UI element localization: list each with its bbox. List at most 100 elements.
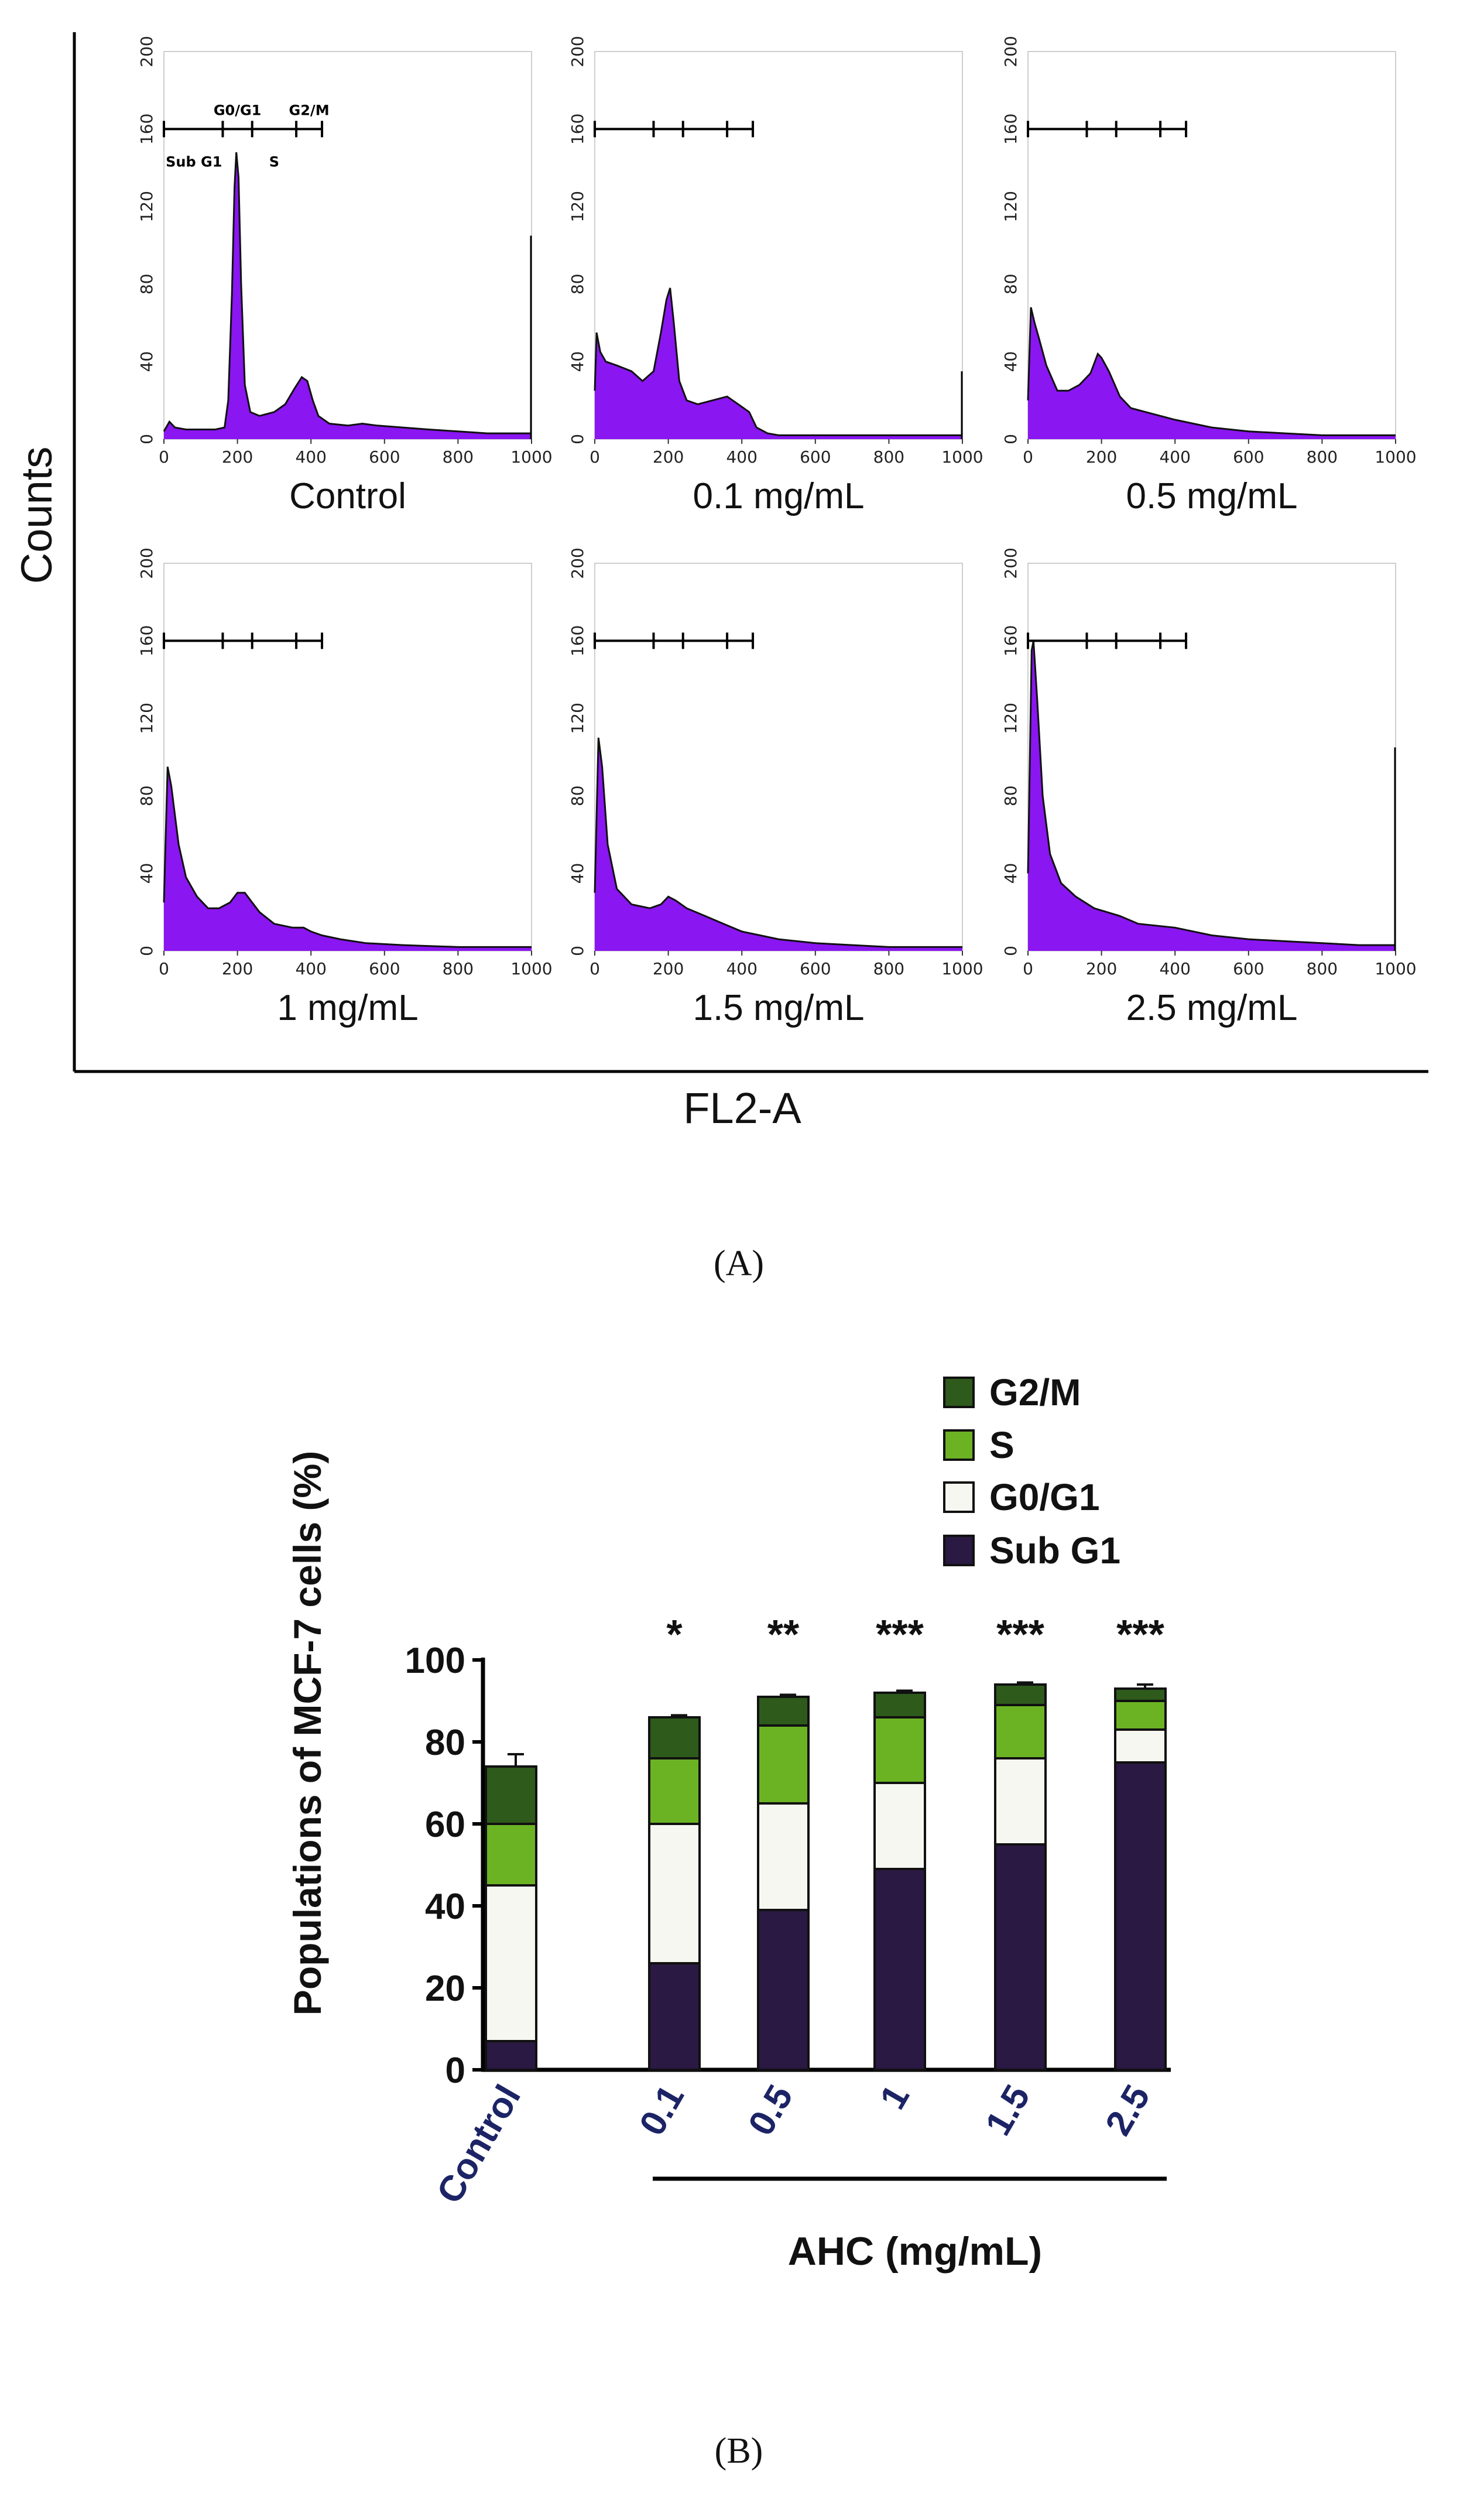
x-tick-label: 0	[590, 447, 600, 467]
y-tick-label: 120	[137, 703, 156, 734]
x-tick-label: 1000	[1375, 959, 1416, 978]
bar-segment-subg1	[485, 2040, 537, 2071]
y-tick-label: 0	[1001, 946, 1020, 956]
y-tick-label: 120	[1001, 703, 1020, 734]
bar-category-label: Control	[429, 2079, 529, 2210]
y-tick-label: 120	[1001, 191, 1020, 222]
histogram-area	[595, 287, 962, 439]
bar-segment-g2m	[648, 1716, 701, 1759]
bar-y-tick-label: 80	[425, 1723, 465, 1763]
y-tick-label: 160	[137, 114, 156, 145]
y-tick-label: 200	[1001, 36, 1020, 67]
x-tick-label: 600	[1233, 959, 1264, 978]
x-tick-label: 400	[1159, 959, 1190, 978]
x-tick-label: 800	[873, 959, 904, 978]
x-tick-label: 0	[1023, 959, 1033, 978]
y-tick-label: 80	[1001, 785, 1020, 806]
y-tick-label: 0	[137, 946, 156, 956]
histogram-outline	[1027, 641, 1396, 946]
histogram-frame	[163, 51, 532, 440]
x-tick-label: 200	[222, 959, 253, 978]
legend-label: S	[989, 1424, 1015, 1466]
x-tick-label: 0	[159, 959, 169, 978]
histogram-area	[1028, 641, 1396, 951]
histogram-panel: 0 200 400 600 800 1000 0 40 80 120 160 200 1 mg/mL	[137, 547, 553, 1028]
x-tick-label: 600	[369, 959, 400, 978]
y-tick-label: 80	[1001, 273, 1020, 295]
bar-y-tick-label: 60	[425, 1805, 465, 1845]
x-tick-label: 200	[1086, 447, 1117, 467]
x-tick-label: 800	[443, 447, 474, 467]
x-tick-label: 1000	[510, 959, 552, 978]
x-tick-label: 1000	[510, 447, 552, 467]
bar-category-label: 0.1	[632, 2079, 692, 2142]
x-tick-label: 600	[800, 447, 831, 467]
histogram-area	[595, 737, 962, 951]
bar-segment-g2m	[757, 1696, 810, 1727]
x-tick-label: 0	[1023, 447, 1033, 467]
x-tick-label: 400	[295, 447, 326, 467]
y-tick-label: 40	[568, 863, 587, 884]
bar-x-title: AHC (mg/mL)	[788, 2229, 1042, 2274]
histogram-panel-label: 2.5 mg/mL	[1126, 988, 1298, 1028]
y-tick-label: 0	[568, 434, 587, 444]
stacked-bar-chart: Populations of MCF-7 cells (%) AHC (mg/m…	[286, 1371, 1171, 2274]
bar-category-label: 1.5	[978, 2079, 1038, 2142]
bar-y-tick-label: 20	[425, 1969, 465, 2009]
y-tick-label: 0	[568, 946, 587, 956]
significance-marker: *	[666, 1611, 683, 1657]
histogram-outline	[594, 287, 962, 436]
y-tick-label: 160	[1001, 114, 1020, 145]
y-tick-label: 200	[137, 547, 156, 578]
y-tick-label: 40	[568, 351, 587, 372]
panel-a-caption: (A)	[714, 1244, 764, 1283]
histogram-outline	[163, 152, 532, 434]
gate-label-g2m: G2/M	[289, 102, 330, 118]
x-tick-label: 200	[653, 447, 684, 467]
x-tick-label: 800	[1307, 959, 1338, 978]
x-tick-label: 400	[1159, 447, 1190, 467]
histogram-panel: Sub G1 G0/G1 S G2/M 0 200 400 600 800 1000 0 40 80 12…	[137, 36, 553, 516]
histogram-panel-label: 0.1 mg/mL	[693, 476, 865, 516]
y-tick-label: 160	[568, 625, 587, 656]
bar-category-label: 2.5	[1098, 2079, 1158, 2142]
y-tick-label: 200	[568, 36, 587, 67]
y-tick-label: 160	[137, 625, 156, 656]
significance-marker: ***	[1116, 1611, 1164, 1657]
significance-marker: **	[767, 1611, 800, 1657]
bar-segment-subg1	[994, 1843, 1047, 2071]
x-tick-label: 1000	[941, 447, 983, 467]
legend-swatch	[943, 1377, 975, 1408]
bar-segment-g0g1	[1114, 1728, 1167, 1764]
bar-segment-g2m	[1114, 1687, 1167, 1702]
bar-y-title: Populations of MCF-7 cells (%)	[286, 1451, 329, 2015]
bar-segment-subg1	[873, 1868, 926, 2071]
bar-y-tick-label: 0	[445, 2050, 465, 2091]
y-tick-label: 40	[137, 863, 156, 884]
gate-label-g0g1: G0/G1	[214, 102, 262, 118]
bar-segment-g0g1	[994, 1757, 1047, 1846]
x-tick-label: 800	[1307, 447, 1338, 467]
x-tick-label: 1000	[941, 959, 983, 978]
histogram-area	[1028, 307, 1396, 439]
panel-a-y-title: Counts	[12, 447, 61, 584]
bar-segment-g2m	[485, 1765, 537, 1825]
bar-segment-s	[1114, 1700, 1167, 1731]
x-tick-label: 800	[443, 959, 474, 978]
histogram-frame	[594, 563, 963, 951]
legend-swatch	[943, 1429, 975, 1461]
bar-segment-g2m	[994, 1683, 1047, 1706]
x-tick-label: 0	[590, 959, 600, 978]
x-tick-label: 0	[159, 447, 169, 467]
legend-swatch	[943, 1535, 975, 1566]
histogram-panel-label: Control	[289, 476, 406, 516]
histogram-area	[164, 152, 532, 439]
x-tick-label: 600	[369, 447, 400, 467]
x-tick-label: 600	[800, 959, 831, 978]
legend-label: G0/G1	[989, 1476, 1100, 1518]
y-tick-label: 200	[137, 36, 156, 67]
x-tick-label: 400	[726, 447, 757, 467]
legend-swatch	[943, 1481, 975, 1513]
